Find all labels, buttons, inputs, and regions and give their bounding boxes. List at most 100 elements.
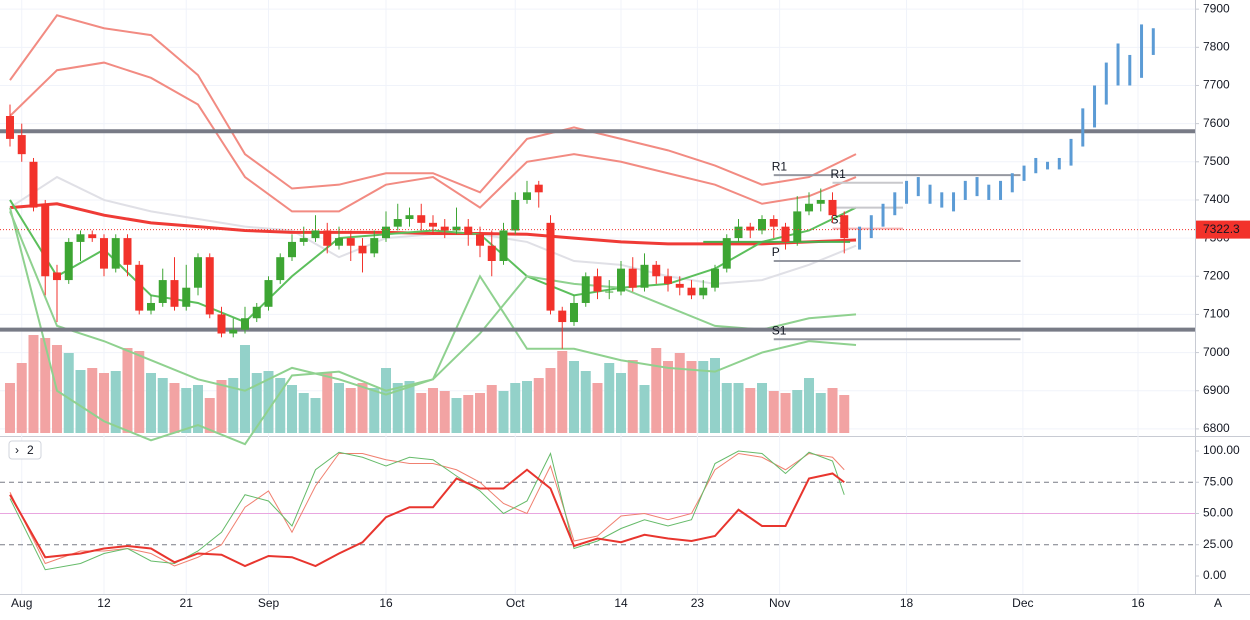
candle-body: [193, 257, 202, 288]
candle-body: [17, 135, 26, 155]
y-tick-label: 7100: [1203, 307, 1230, 321]
volume-bar: [839, 395, 850, 433]
y-tick-label: 7200: [1203, 268, 1230, 282]
candle-body: [76, 234, 85, 242]
volume-bar: [745, 388, 756, 433]
candle-body: [440, 226, 449, 231]
candle-body: [334, 238, 343, 246]
volume-bar: [75, 370, 86, 433]
volume-bar: [533, 378, 544, 433]
candle-body: [675, 283, 684, 288]
volume-bar: [580, 371, 591, 433]
candle-body: [828, 199, 837, 216]
level-label: R1: [831, 167, 847, 181]
volume-bar: [110, 371, 121, 433]
candle-body: [99, 238, 108, 269]
volume-bar: [392, 383, 403, 433]
candle-body: [711, 268, 720, 288]
volume-bar: [757, 383, 768, 433]
candle-body: [393, 219, 402, 227]
volume-bar: [345, 388, 356, 433]
volume-bar: [498, 391, 509, 433]
y-tick-label: 7400: [1203, 192, 1230, 206]
volume-bar: [322, 373, 333, 433]
candle-body: [299, 238, 308, 242]
volume-bar: [486, 385, 497, 433]
overlay: › 2 A: [8, 440, 1222, 610]
candle-body: [722, 238, 731, 269]
volume-bar: [145, 373, 156, 433]
y-tick-label: 75.00: [1203, 474, 1233, 488]
volume-bar: [698, 361, 709, 433]
auto-scale-button[interactable]: A: [1214, 596, 1222, 610]
candle-body: [758, 219, 767, 231]
candle-body: [452, 226, 461, 231]
candle-body: [593, 276, 602, 292]
volume-bar: [463, 395, 474, 433]
candle-body: [781, 226, 790, 242]
volume-bar: [639, 385, 650, 433]
candle-body: [769, 219, 778, 227]
x-tick-label: Nov: [769, 596, 790, 610]
volume-bar: [545, 368, 556, 433]
pane-toggle-icon: ›: [15, 443, 19, 457]
volume-bar: [122, 348, 133, 433]
candle-body: [240, 318, 249, 330]
candle-body: [346, 238, 355, 246]
candle-body: [734, 226, 743, 239]
candle-body: [264, 280, 273, 307]
volume-bar: [710, 358, 721, 433]
candle-body: [182, 287, 191, 307]
volume-bar: [310, 398, 321, 433]
candle-body: [511, 199, 520, 231]
candle-body: [64, 241, 73, 281]
candle-body: [276, 257, 285, 281]
x-tick-label: 18: [900, 596, 914, 610]
volume-bar: [263, 371, 274, 433]
candle-body: [229, 329, 238, 334]
volume-bar: [557, 351, 568, 433]
candle-body: [158, 280, 167, 303]
volume-bar: [134, 351, 145, 433]
volume-bar: [521, 381, 532, 433]
volume-bar: [357, 383, 368, 433]
volume-bar: [686, 361, 697, 433]
oscillator-line: [9, 468, 845, 568]
volume-bar: [16, 363, 27, 433]
x-tick-label: 16: [1131, 596, 1145, 610]
x-tick-label: Oct: [506, 596, 525, 610]
candle-body: [569, 302, 578, 323]
x-tick-label: 12: [97, 596, 111, 610]
volume-bar: [439, 391, 450, 433]
candle-body: [581, 276, 590, 303]
pane-toggle[interactable]: [8, 440, 42, 460]
y-tick-label: 6800: [1203, 421, 1230, 435]
oscillator-pane: 0.00 25.00 50.00 75.00 100.00: [0, 443, 1240, 582]
candle-body: [522, 192, 531, 200]
volume-bar: [28, 335, 39, 433]
candle-body: [323, 230, 332, 246]
candle-body: [428, 222, 437, 227]
candle-body: [628, 268, 637, 288]
candle-body: [170, 280, 179, 307]
volume-bar: [275, 378, 286, 433]
volume-bar: [510, 383, 521, 433]
volume-bar: [592, 383, 603, 433]
candle-body: [41, 203, 50, 277]
candle-body: [405, 215, 414, 220]
volume-bar: [192, 385, 203, 433]
volume-bar: [216, 380, 227, 433]
volume-bar: [733, 383, 744, 433]
candle-body: [475, 234, 484, 246]
y-tick-label: 7800: [1203, 39, 1230, 53]
x-tick-label: Sep: [258, 596, 280, 610]
candle-body: [546, 222, 555, 311]
candle-body: [664, 276, 673, 284]
candle-body: [111, 238, 120, 269]
volume-bar: [87, 368, 98, 433]
volume-bar: [157, 378, 168, 433]
x-tick-label: Dec: [1012, 596, 1033, 610]
volume-bar: [298, 393, 309, 433]
volume-bar: [721, 383, 732, 433]
candle-body: [499, 230, 508, 261]
